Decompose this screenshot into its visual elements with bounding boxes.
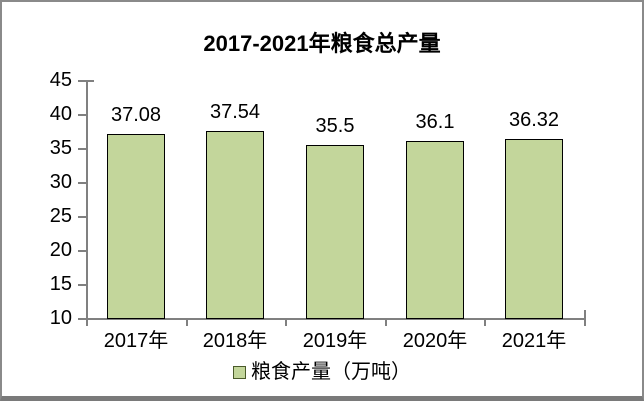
y-axis-tick-label: 25 (49, 205, 72, 227)
bar (107, 134, 165, 319)
x-axis-tick (285, 318, 287, 326)
x-axis-category-label: 2018年 (202, 330, 268, 352)
x-axis-tick (484, 318, 486, 326)
chart-title: 2017-2021年粮食总产量 (203, 31, 441, 56)
y-axis-tick (78, 148, 86, 150)
y-axis-tick (78, 318, 86, 320)
y-axis-tick (78, 284, 86, 286)
bar (206, 131, 264, 319)
y-axis-tick (78, 182, 86, 184)
y-axis-tick-label: 40 (49, 103, 72, 125)
legend-marker-icon (233, 365, 246, 379)
bar-data-label: 35.5 (315, 115, 355, 137)
x-axis-category-label: 2020年 (402, 330, 468, 352)
y-axis-tick-label: 45 (49, 69, 72, 91)
bar-data-label: 37.54 (209, 101, 261, 123)
y-axis-tick-label: 15 (49, 273, 72, 295)
y-axis-tick-label: 10 (49, 307, 72, 329)
bar (306, 145, 364, 319)
x-axis-tick (584, 310, 586, 326)
y-axis-tick-label: 20 (49, 239, 72, 261)
y-axis-tick-label: 35 (49, 137, 72, 159)
bar (406, 141, 464, 319)
x-axis-tick (186, 318, 188, 326)
bar-data-label: 36.32 (508, 109, 560, 131)
y-axis-line (86, 80, 88, 318)
legend: 粮食产量（万吨） (2, 360, 642, 384)
y-axis-tick (78, 250, 86, 252)
y-axis-tick (78, 216, 86, 218)
x-axis-tick (86, 318, 88, 326)
bar (505, 139, 563, 319)
x-axis-category-label: 2017年 (103, 330, 169, 352)
x-axis-line (86, 318, 586, 320)
x-axis-tick (385, 318, 387, 326)
y-axis-tick (78, 80, 94, 82)
y-axis-tick-label: 30 (49, 171, 72, 193)
bar-data-label: 37.08 (110, 104, 162, 126)
y-axis-tick (78, 114, 86, 116)
x-axis-category-label: 2019年 (302, 330, 368, 352)
x-axis-category-label: 2021年 (501, 330, 567, 352)
bar-data-label: 36.1 (415, 111, 455, 133)
legend-label: 粮食产量（万吨） (251, 361, 411, 383)
